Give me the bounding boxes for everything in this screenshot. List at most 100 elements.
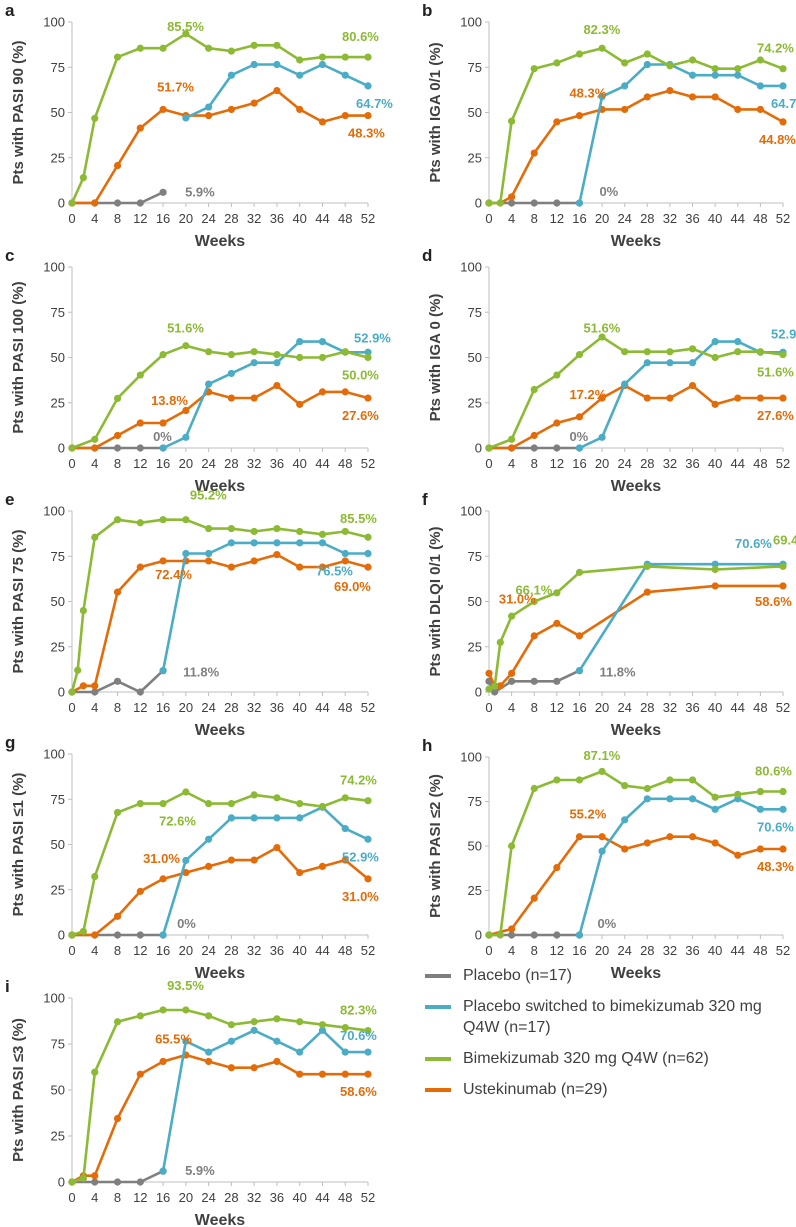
y-tick-label: 75 xyxy=(51,60,65,75)
annotation-label: 52.9% xyxy=(354,330,391,345)
x-tick-label: 4 xyxy=(508,700,515,715)
y-axis-title: Pts with IGA 0 (%) xyxy=(427,294,444,422)
data-point-ust xyxy=(621,105,629,114)
y-axis-title: Pts with PASI 90 (%) xyxy=(10,41,27,185)
data-point-ust xyxy=(575,632,584,640)
data-point-bkz xyxy=(159,44,167,52)
data-point-bkz xyxy=(598,767,606,776)
x-tick-label: 32 xyxy=(663,211,677,226)
data-point-bkz xyxy=(182,788,190,796)
data-point-bkz xyxy=(68,199,76,207)
x-tick-label: 0 xyxy=(485,456,492,471)
data-point-switch xyxy=(734,337,742,346)
data-point-bkz xyxy=(79,1174,87,1182)
data-point-bkz xyxy=(666,62,674,70)
data-point-switch xyxy=(296,539,304,547)
data-point-switch xyxy=(779,805,787,813)
data-point-ust xyxy=(711,400,719,408)
data-point-placebo xyxy=(508,677,516,685)
data-point-ust xyxy=(643,93,651,101)
annotation-label: 0% xyxy=(597,916,616,931)
data-point-ust xyxy=(159,557,167,565)
x-tick-label: 8 xyxy=(531,943,538,958)
x-tick-label: 28 xyxy=(224,211,238,226)
data-point-ust xyxy=(113,431,122,440)
data-point-ust xyxy=(136,563,144,571)
x-tick-label: 36 xyxy=(270,943,284,958)
x-tick-label: 20 xyxy=(179,1190,193,1205)
legend-item-placebo: Placebo (n=17) xyxy=(425,965,785,986)
data-point-ust xyxy=(296,1070,304,1078)
annotation-label: 31.0% xyxy=(499,591,536,606)
y-axis-title: Pts with DLQI 0/1 (%) xyxy=(427,526,444,676)
x-tick-label: 28 xyxy=(640,700,654,715)
data-point-bkz xyxy=(273,524,281,533)
data-point-bkz xyxy=(364,533,372,541)
panel-label: g xyxy=(5,733,15,752)
y-axis-title: Pts with PASI ≤2 (%) xyxy=(427,774,444,918)
data-point-switch xyxy=(182,114,190,122)
x-tick-label: 16 xyxy=(156,700,170,715)
data-point-ust xyxy=(530,632,538,640)
data-point-ust xyxy=(575,111,584,120)
data-point-bkz xyxy=(296,799,304,808)
data-point-bkz xyxy=(575,568,584,576)
annotation-label: 52.9% xyxy=(342,849,379,864)
data-point-ust xyxy=(711,582,719,590)
annotation-label: 48.3% xyxy=(348,126,385,141)
data-point-bkz xyxy=(666,348,674,356)
data-point-bkz xyxy=(250,348,258,356)
data-point-switch xyxy=(182,549,190,558)
annotation-label: 48.3% xyxy=(757,859,794,874)
data-point-ust xyxy=(136,124,144,132)
data-point-switch xyxy=(227,71,235,79)
x-tick-label: 8 xyxy=(114,211,121,226)
data-point-bkz xyxy=(598,44,606,52)
data-point-switch xyxy=(621,816,629,824)
x-tick-label: 12 xyxy=(133,456,147,471)
data-point-ust xyxy=(598,833,606,841)
data-point-bkz xyxy=(643,784,651,793)
data-point-bkz xyxy=(575,776,584,784)
annotation-label: 74.2% xyxy=(757,41,794,56)
data-point-switch xyxy=(227,814,235,822)
x-tick-label: 4 xyxy=(91,1190,98,1205)
data-point-bkz xyxy=(79,174,87,182)
data-point-bkz xyxy=(296,353,304,362)
x-tick-label: 12 xyxy=(550,456,564,471)
data-point-ust xyxy=(553,419,561,427)
y-tick-label: 50 xyxy=(468,594,482,609)
x-tick-label: 40 xyxy=(708,456,722,471)
series-line-switch xyxy=(162,340,368,450)
x-tick-label: 4 xyxy=(508,211,515,226)
data-point-ust xyxy=(496,682,504,690)
x-tick-label: 52 xyxy=(361,943,375,958)
data-point-bkz xyxy=(756,56,764,64)
y-tick-label: 0 xyxy=(58,441,65,456)
data-point-bkz xyxy=(341,348,349,356)
x-tick-label: 8 xyxy=(114,456,121,471)
y-tick-label: 25 xyxy=(468,395,482,410)
data-point-bkz xyxy=(296,527,304,536)
data-point-ust xyxy=(711,839,719,847)
data-point-placebo xyxy=(530,677,538,685)
data-point-switch xyxy=(273,60,281,69)
data-point-ust xyxy=(159,419,167,427)
data-point-switch xyxy=(711,805,719,813)
panel-label: f xyxy=(422,490,428,509)
x-tick-label: 44 xyxy=(315,211,329,226)
data-point-ust xyxy=(318,118,327,126)
y-tick-label: 100 xyxy=(460,260,482,275)
x-tick-label: 8 xyxy=(114,700,121,715)
y-tick-label: 75 xyxy=(51,549,65,564)
data-point-placebo xyxy=(508,199,516,207)
data-point-switch xyxy=(227,369,235,378)
data-point-bkz xyxy=(598,333,606,341)
data-point-switch xyxy=(296,1048,304,1056)
data-point-bkz xyxy=(318,53,327,61)
x-tick-label: 0 xyxy=(68,1190,75,1205)
data-point-placebo xyxy=(553,199,561,207)
data-point-switch xyxy=(364,1048,372,1056)
x-tick-label: 8 xyxy=(531,211,538,226)
